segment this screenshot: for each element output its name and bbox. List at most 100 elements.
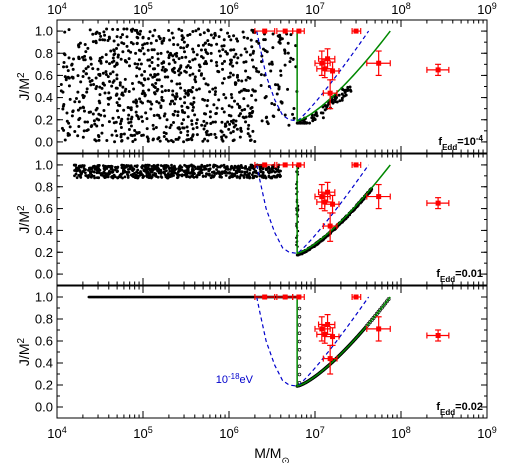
simulation-point <box>267 174 271 178</box>
simulation-point <box>246 127 250 131</box>
simulation-point <box>229 131 233 135</box>
simulation-point <box>203 48 207 52</box>
simulation-point <box>265 50 269 54</box>
simulation-point <box>291 57 295 61</box>
simulation-point <box>191 47 195 51</box>
simulation-point <box>173 109 177 113</box>
simulation-point <box>247 114 251 118</box>
simulation-point <box>178 82 182 86</box>
simulation-point <box>265 115 269 119</box>
simulation-point <box>90 174 94 178</box>
simulation-point <box>135 28 139 32</box>
simulation-point <box>102 108 106 112</box>
simulation-point <box>85 90 89 94</box>
simulation-point <box>211 120 215 124</box>
simulation-point <box>205 121 209 125</box>
simulation-point <box>142 52 146 56</box>
simulation-point <box>89 83 93 87</box>
x-top-tick-label: 106 <box>219 1 238 17</box>
simulation-point <box>70 62 74 66</box>
simulation-point <box>91 32 95 36</box>
simulation-point <box>125 27 129 31</box>
simulation-point <box>179 86 183 90</box>
simulation-point <box>108 79 112 83</box>
simulation-point <box>158 36 162 40</box>
simulation-point <box>127 113 131 117</box>
simulation-point <box>325 104 329 108</box>
simulation-point <box>111 170 115 173</box>
simulation-point <box>66 75 70 79</box>
simulation-point <box>159 51 163 55</box>
simulation-point <box>250 58 254 62</box>
simulation-point <box>77 45 81 49</box>
simulation-point <box>180 168 184 172</box>
simulation-point <box>166 139 170 143</box>
simulation-point <box>81 135 85 139</box>
x-bottom-tick-label: 107 <box>305 425 324 441</box>
simulation-point <box>78 106 82 110</box>
simulation-point <box>178 165 181 169</box>
simulation-point <box>327 101 331 105</box>
simulation-point <box>275 92 279 96</box>
simulation-point <box>139 49 143 53</box>
simulation-point <box>220 130 224 134</box>
simulation-point <box>259 73 263 77</box>
panel-middle: 0.0 0.2 0.4 0.6 0.8 1.0 J/M2 fEdd=0.01 <box>16 153 488 286</box>
simulation-point <box>228 75 232 79</box>
simulation-point <box>190 122 194 126</box>
measurement-point <box>292 161 305 168</box>
simulation-point <box>173 164 176 168</box>
simulation-point <box>119 175 123 179</box>
measurement-marker <box>319 194 325 200</box>
simulation-point <box>136 36 140 40</box>
simulation-point <box>91 170 94 173</box>
simulation-point <box>204 50 208 54</box>
simulation-point <box>182 140 186 144</box>
simulation-point <box>236 56 240 60</box>
simulation-point <box>83 171 87 175</box>
simulation-point <box>276 34 280 38</box>
simulation-point <box>205 104 209 108</box>
simulation-point <box>240 79 244 83</box>
y-tick-label: 0.8 <box>35 312 53 327</box>
simulation-point <box>222 110 226 114</box>
simulation-point <box>245 170 249 174</box>
simulation-point <box>296 121 300 125</box>
simulation-point <box>151 123 155 127</box>
simulation-point <box>271 32 275 36</box>
simulation-point <box>77 57 81 61</box>
simulation-point <box>140 92 144 96</box>
simulation-point <box>92 174 96 178</box>
simulation-point <box>192 164 195 168</box>
simulation-point <box>333 94 337 98</box>
simulation-point <box>87 76 91 80</box>
simulation-point <box>148 100 152 104</box>
y-tick-label: 0.6 <box>35 68 53 83</box>
simulation-point <box>116 28 120 32</box>
measurement-marker <box>325 56 331 62</box>
simulation-point <box>239 53 243 57</box>
simulation-point <box>159 168 163 172</box>
simulation-point <box>83 120 87 124</box>
simulation-point <box>244 69 248 73</box>
simulation-point <box>231 121 235 125</box>
simulation-point <box>278 36 282 40</box>
simulation-point <box>122 168 125 172</box>
simulation-point <box>278 38 282 42</box>
simulation-point <box>120 117 124 121</box>
simulation-point <box>172 66 176 70</box>
measurement-point <box>254 161 276 168</box>
simulation-point <box>202 168 206 171</box>
simulation-point <box>200 123 204 127</box>
measurement-point <box>322 79 338 110</box>
simulation-point <box>247 174 251 178</box>
simulation-point <box>132 100 136 104</box>
simulation-point <box>106 75 110 79</box>
simulation-point <box>146 163 150 167</box>
simulation-point <box>220 120 224 124</box>
simulation-point <box>89 167 93 171</box>
simulation-point <box>187 164 191 168</box>
simulation-point <box>170 169 174 173</box>
simulation-point <box>204 130 208 134</box>
simulation-point <box>238 135 242 139</box>
